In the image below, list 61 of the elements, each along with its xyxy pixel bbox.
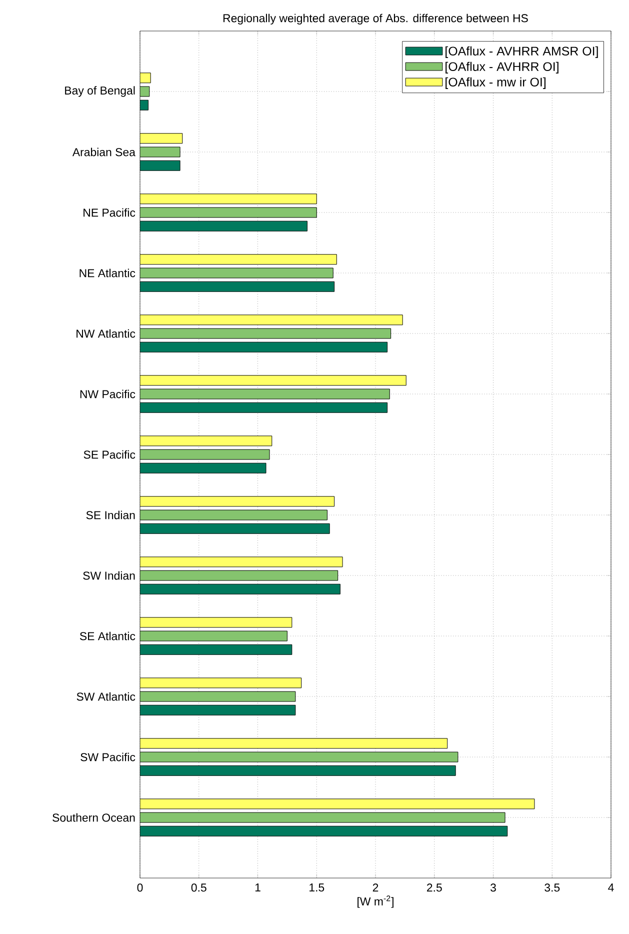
y-tick-label: NE Atlantic — [80, 268, 136, 278]
bar — [140, 436, 272, 446]
bar — [140, 402, 388, 413]
bar — [140, 342, 388, 352]
bar — [140, 738, 448, 749]
x-tick-label: 1 — [255, 884, 260, 892]
bar — [140, 812, 506, 823]
bar — [140, 678, 302, 688]
y-tick-label: Arabian Sea — [72, 148, 136, 156]
bar — [140, 328, 392, 339]
bar — [140, 752, 458, 762]
bar — [140, 462, 266, 474]
legend-label: [OAflux - AVHRR AMSR OI] — [446, 46, 598, 58]
bar — [140, 704, 296, 716]
x-tick-label: 1.5 — [310, 884, 324, 892]
y-tick-label: SW Indian — [83, 571, 135, 580]
bar — [140, 207, 317, 218]
bar — [140, 523, 330, 534]
y-tick-label: SW Pacific — [80, 752, 136, 762]
x-tick-label: 3.5 — [544, 884, 560, 892]
bar — [140, 375, 406, 386]
bar — [140, 388, 390, 400]
bar — [140, 194, 317, 204]
x-tick-label: 2.5 — [426, 884, 442, 892]
chart-title: Regionally weighted average of Abs. difference between HS — [223, 14, 528, 24]
bar — [140, 765, 456, 776]
bar — [140, 72, 151, 83]
bar — [140, 617, 292, 628]
y-tick-label: NW Pacific — [80, 390, 136, 398]
bar — [140, 584, 340, 594]
y-tick-label: SE Indian — [86, 510, 135, 520]
bar — [140, 220, 308, 232]
x-tick-label: 0 — [137, 884, 143, 892]
bar — [140, 314, 403, 326]
y-tick-label: Southern Ocean — [52, 813, 135, 822]
x-axis-title: [W m$^{-2}$] — [358, 895, 394, 908]
y-tick-label: SW Atlantic — [76, 692, 136, 701]
bar — [140, 268, 334, 278]
bar — [140, 826, 508, 836]
bar — [140, 570, 338, 581]
y-tick-label: NW Atlantic — [76, 329, 136, 338]
bar — [140, 281, 335, 292]
legend-label: [OAflux - mw ir OI] — [446, 77, 546, 89]
bar — [140, 496, 335, 507]
x-tick-label: 4 — [608, 884, 614, 892]
x-tick-label: 0.5 — [191, 884, 206, 892]
bar — [140, 133, 183, 144]
bar — [140, 160, 180, 171]
y-tick-label: SE Pacific — [84, 450, 136, 459]
legend-label: [OAflux - AVHRR OI] — [446, 62, 558, 74]
x-tick-label: 2 — [372, 884, 378, 892]
bar — [140, 798, 535, 810]
y-tick-label: Bay of Bengal — [65, 86, 135, 97]
y-tick-label: NE Pacific — [84, 208, 136, 217]
bar — [140, 254, 337, 265]
y-tick-label: SE Atlantic — [80, 632, 136, 640]
bar — [140, 644, 292, 655]
bar — [140, 510, 328, 520]
x-tick-label: 3 — [490, 884, 496, 892]
bar — [140, 556, 343, 568]
bar — [140, 630, 288, 642]
